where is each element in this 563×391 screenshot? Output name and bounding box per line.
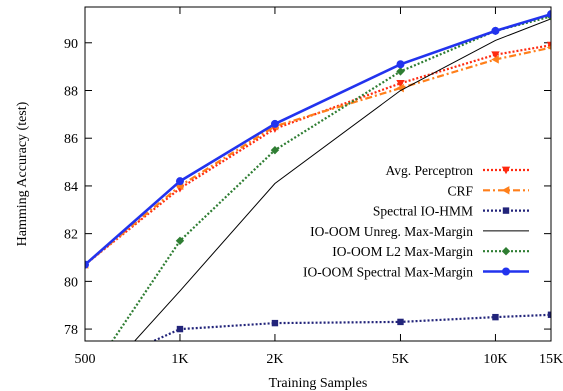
y-tick-label: 80	[64, 275, 78, 290]
x-tick-label: 10K	[483, 352, 507, 367]
series-3	[133, 18, 551, 341]
series-4	[81, 12, 551, 385]
x-tick-label: 1K	[171, 352, 188, 367]
y-axis: 78 80 82 84 86 88 90	[64, 37, 551, 338]
data-point	[175, 177, 184, 186]
legend-marker	[502, 207, 510, 214]
series-line	[85, 44, 551, 266]
x-axis: 500 1K 2K 5K 10K 15K	[75, 7, 563, 367]
legend: Avg. Perceptron CRF Spectral IO-HMM IO-OOM …	[303, 163, 529, 280]
data-point	[492, 313, 499, 321]
data-point	[270, 119, 279, 128]
x-tick-label: 2K	[266, 352, 283, 367]
y-axis-title: Hamming Accuracy (test)	[15, 101, 30, 246]
data-point	[82, 369, 88, 375]
data-point	[270, 145, 280, 155]
plot-frame	[84, 6, 552, 342]
legend-entry: Avg. Perceptron	[386, 163, 529, 178]
data-point	[85, 260, 89, 269]
data-point	[397, 318, 404, 326]
data-point	[81, 377, 89, 385]
legend-marker	[501, 247, 511, 256]
legend-entry: IO-OOM Unreg. Max-Margin	[310, 224, 529, 239]
x-tick-label: 15K	[539, 352, 563, 367]
x-tick-label: 5K	[392, 352, 409, 367]
legend-marker	[502, 267, 510, 276]
y-tick-label: 84	[64, 180, 78, 195]
legend-label: Spectral IO-HMM	[373, 204, 473, 219]
data-point	[491, 26, 500, 35]
series-line	[133, 18, 551, 341]
legend-label: IO-OOM Unreg. Max-Margin	[310, 224, 473, 239]
legend-marker	[501, 166, 511, 175]
legend-entry: IO-OOM L2 Max-Margin	[332, 244, 529, 259]
series-5	[85, 10, 551, 269]
data-point	[175, 236, 185, 245]
y-tick-label: 90	[64, 37, 78, 52]
series-line	[111, 15, 551, 341]
x-axis-title: Training Samples	[269, 376, 368, 391]
y-tick-label: 78	[64, 323, 78, 338]
legend-label: Avg. Perceptron	[386, 163, 474, 178]
series-line	[150, 313, 551, 341]
legend-marker	[501, 186, 510, 195]
data-point	[176, 325, 184, 333]
y-tick-label: 88	[64, 85, 78, 100]
y-tick-label: 86	[64, 132, 78, 147]
data-point	[491, 51, 500, 59]
legend-entry: CRF	[447, 183, 529, 198]
y-tick-label: 82	[64, 228, 78, 243]
data-point	[546, 45, 551, 50]
legend-label: IO-OOM Spectral Max-Margin	[303, 265, 473, 280]
series-layer	[81, 10, 551, 385]
data-point	[547, 311, 551, 318]
data-point	[396, 79, 405, 88]
data-point	[491, 55, 499, 64]
legend-label: IO-OOM L2 Max-Margin	[332, 244, 473, 259]
data-point	[396, 60, 405, 69]
series-2	[82, 311, 551, 375]
legend-label: CRF	[447, 183, 473, 198]
data-point	[396, 67, 405, 76]
data-point	[547, 10, 551, 19]
x-tick-label: 500	[75, 352, 96, 367]
data-point	[271, 319, 279, 327]
series-line	[85, 46, 551, 266]
legend-entry: Spectral IO-HMM	[373, 204, 529, 219]
legend-entry: IO-OOM Spectral Max-Margin	[303, 265, 529, 280]
series-line	[85, 12, 551, 266]
